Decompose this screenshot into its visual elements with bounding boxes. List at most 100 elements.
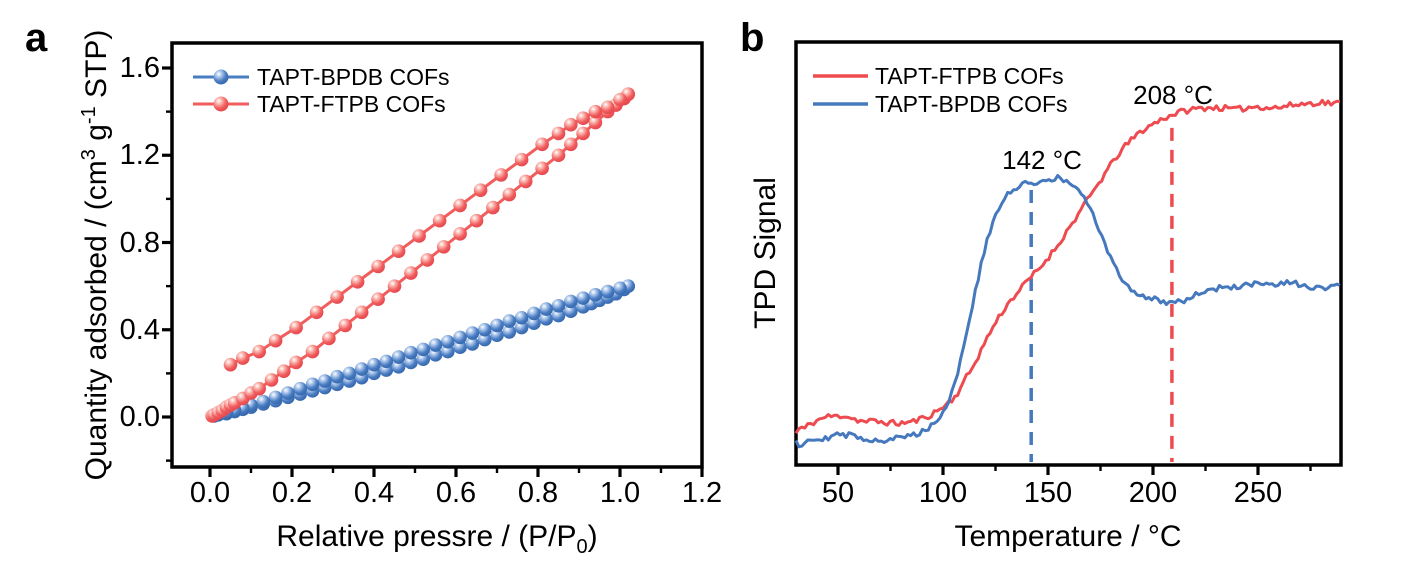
data-point-marker [453,330,467,345]
data-point-marker [453,226,467,241]
data-point-marker [465,337,480,351]
data-point-marker [338,318,353,333]
legend-b-label-1: TAPT-BPDB COFs [875,91,1068,117]
data-point-marker [514,320,529,335]
data-point-marker [576,111,590,125]
data-point-marker [469,213,484,228]
data-point-marker [600,284,615,299]
data-point-marker [527,316,541,331]
data-point-marker [564,117,578,132]
panel-a-y-tick-label: 0.0 [119,401,160,433]
data-point-marker [330,369,344,384]
data-point-marker [588,104,603,119]
data-point-marker [436,240,451,254]
data-point-marker [502,314,517,328]
data-point-marker [588,288,603,302]
data-point-marker [551,126,566,141]
data-point-marker [330,290,344,304]
data-point-marker [613,92,627,107]
panel-a-x-tick-label: 0.0 [189,477,231,509]
panel-a-y-tick-label: 0.4 [119,313,160,346]
panel-a-x-tick-label: 0.8 [517,477,559,509]
data-point-marker [305,377,320,392]
data-point-marker [236,351,250,365]
panel-b-x-tick-label: 150 [1023,477,1073,509]
data-point-marker [305,344,320,359]
data-point-marker [391,360,406,374]
data-point-marker [318,374,332,388]
data-point-marker [420,253,435,267]
annotation-208c: 208 °C [1133,80,1213,110]
panel-b-y-axis-label: TPD Signal [749,177,782,329]
data-point-marker [293,381,308,396]
legend-marker [213,69,229,85]
panel-a-x-tick-label: 0.6 [435,477,477,509]
panel-b-x-axis-label: Temperature / °C [954,520,1182,553]
data-point-marker [252,381,266,396]
data-point-marker [268,333,283,348]
panel-b-frame [794,40,1343,467]
data-point-marker [264,373,279,387]
data-point-marker [486,200,500,215]
series-line [229,92,630,366]
panel-b-x-tick-label: 200 [1128,477,1178,509]
panel-a-y-tick-label: 0.8 [119,226,160,259]
panel-b-x-tick-label: 100 [918,477,968,509]
legend-b-label-0: TAPT-FTPB COFs [875,63,1064,89]
data-point-marker [371,259,385,274]
tpd-curve-tapt-ftpb-cofs [794,98,1341,435]
data-point-marker [342,366,357,381]
data-point-marker [268,390,283,405]
data-point-marker [416,352,431,366]
data-point-marker [289,355,303,370]
data-point-marker [502,187,517,202]
data-point-marker [588,115,603,130]
data-point-marker [539,312,553,326]
data-point-marker [514,310,529,325]
data-point-marker [551,308,566,323]
data-point-marker [428,348,443,362]
data-point-marker [477,322,492,337]
data-point-marker [391,244,406,259]
data-point-marker [277,364,291,378]
data-point-marker [281,386,295,400]
data-point-marker [527,306,541,321]
data-point-marker [387,279,402,293]
data-point-marker [441,344,455,359]
data-point-marker [490,318,504,333]
data-point-marker [432,213,447,228]
data-point-marker [322,331,336,346]
data-point-marker [613,281,627,296]
data-point-marker [289,320,303,335]
data-point-marker [354,362,369,376]
data-point-marker [490,328,504,343]
panel-b-letter: b [740,16,765,60]
data-point-marker [379,354,394,369]
data-point-marker [564,137,578,152]
panel-a-legend [193,69,249,112]
panel-a-frame [170,41,704,469]
panel-a-y-tick-label: 1.6 [119,52,160,84]
data-point-marker [600,100,615,115]
data-point-marker [416,342,431,357]
data-point-marker [477,332,492,347]
panel-b-x-tick-label: 50 [821,477,855,509]
annotation-142c: 142 °C [1002,145,1082,175]
data-point-marker [412,229,426,243]
panel-b-axes [794,40,1343,475]
data-point-marker [535,161,549,176]
series-tapt-bpdb-cofs [207,279,635,423]
data-point-marker [391,350,406,364]
series-tapt-ftpb-cofs [205,87,635,423]
panel-a-x-tick-label: 0.4 [353,477,395,509]
data-point-marker [465,326,480,340]
legend-a-label-0: TAPT-BPDB COFs [257,64,450,90]
data-point-marker [309,305,324,320]
data-point-marker [371,292,385,307]
data-point-marker [564,294,578,309]
panel-a-y-tick-label: 1.2 [119,139,160,172]
panel-a-x-tick-label: 1.0 [599,477,641,509]
data-point-marker [223,357,238,372]
